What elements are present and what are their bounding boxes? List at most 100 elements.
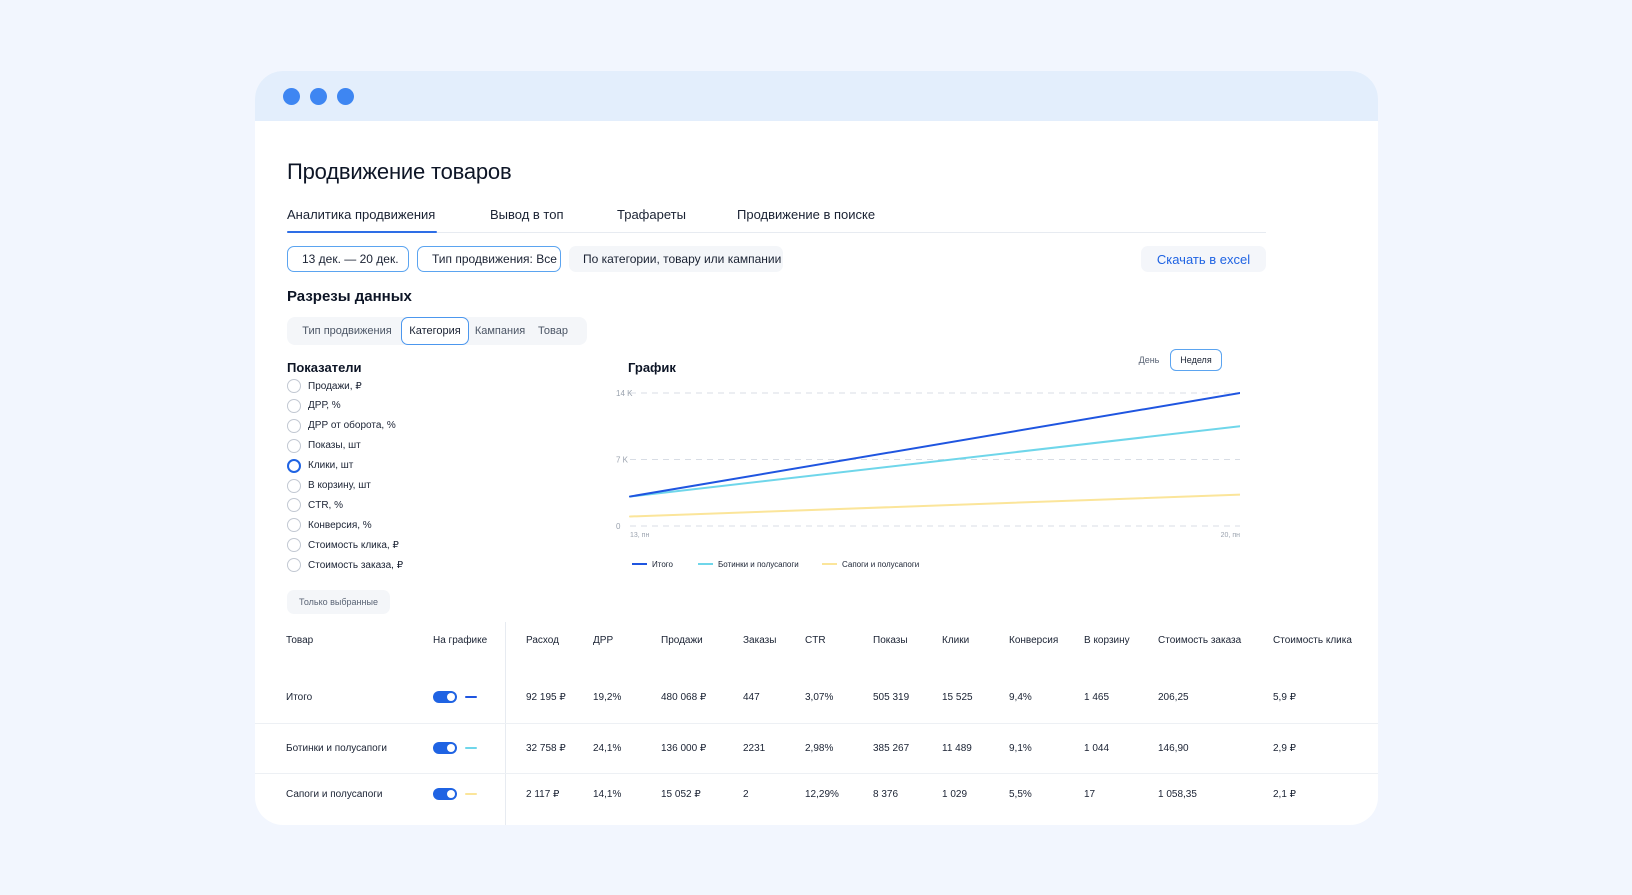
tab-promotion-analytics[interactable]: Аналитика продвижения [287,207,438,233]
date-range-button[interactable]: 13 дек. — 20 дек. [287,246,409,272]
cell-conversion: 9,4% [1009,691,1032,703]
page-title: Продвижение товаров [287,159,512,184]
row-name: Сапоги и полусапоги [286,788,383,800]
on-chart-toggle[interactable] [433,691,457,703]
metric-add-to-cart[interactable]: В корзину, шт [287,478,371,494]
slices-title: Разрезы данных [287,288,412,305]
column-header[interactable]: CTR [805,634,826,646]
table-row[interactable]: Итого 92 195 ₽ 19,2% 480 068 ₽ 447 3,07%… [255,674,1378,720]
cell-add-to-cart: 1 044 [1084,742,1110,754]
column-header[interactable]: Стоимость заказа [1158,634,1242,646]
download-excel-button[interactable]: Скачать в excel [1141,246,1266,272]
metrics-title: Показатели [287,360,362,375]
cell-ctr: 12,29% [805,788,839,800]
slice-category[interactable]: Категория [401,317,469,345]
cell-sales: 15 052 ₽ [661,788,701,800]
search-input[interactable]: По категории, товару или кампании [569,246,783,272]
tab-stencils[interactable]: Трафареты [617,207,686,222]
chart-range-toggle: День Неделя [1129,349,1222,371]
metric-order-cost[interactable]: Стоимость заказа, ₽ [287,557,403,573]
cell-order-cost: 206,25 [1158,691,1189,703]
legend-label: Итого [652,560,674,569]
cell-impressions: 385 267 [873,742,910,754]
stats-table: Товар На графике Расход ДРР Продажи Зака… [255,622,1378,825]
column-header[interactable]: Товар [286,634,314,646]
slice-promo-type[interactable]: Тип продвижения [302,325,392,337]
metric-ctr[interactable]: CTR, % [287,497,343,513]
tab-top-placement[interactable]: Вывод в топ [490,207,564,222]
metric-click-cost[interactable]: Стоимость клика, ₽ [287,537,399,553]
window-dot[interactable] [283,87,300,105]
radio-button[interactable] [287,478,301,493]
range-week[interactable]: Неделя [1170,349,1222,371]
cell-orders: 2231 [743,742,766,754]
metric-impressions[interactable]: Показы, шт [287,438,361,454]
metric-clicks[interactable]: Клики, шт [287,458,353,474]
cell-sales: 136 000 ₽ [661,742,707,754]
cell-orders: 447 [743,691,760,703]
column-header[interactable]: Конверсия [1009,634,1059,646]
table-row[interactable]: Сапоги и полусапоги 2 117 ₽ 14,1% 15 052… [255,771,1378,817]
cell-add-to-cart: 1 465 [1084,691,1110,703]
slice-campaign[interactable]: Кампания [474,325,526,337]
x-tick-label: 20, пн [1221,532,1240,539]
radio-button[interactable] [287,379,301,393]
cell-order-cost: 146,90 [1158,742,1189,754]
cell-order-cost: 1 058,35 [1158,788,1197,800]
tab-search-promotion[interactable]: Продвижение в поиске [737,207,876,222]
radio-button-checked[interactable] [287,458,301,473]
range-day[interactable]: День [1138,355,1160,365]
cell-sales: 480 068 ₽ [661,691,707,703]
cell-conversion: 5,5% [1009,788,1032,800]
only-selected-button[interactable]: Только выбранные [287,590,390,614]
radio-button[interactable] [287,418,301,433]
series-line [629,493,1240,518]
metric-drr-turnover[interactable]: ДРР от оборота, % [287,418,396,434]
legend-label: Ботинки и полусапоги [718,560,799,569]
x-tick-label: 13, пн [630,532,649,539]
series-swatch [465,793,477,795]
column-header[interactable]: Заказы [743,634,777,646]
cell-ctr: 3,07% [805,691,834,703]
series-swatch [465,747,477,749]
radio-button[interactable] [287,398,301,413]
radio-button[interactable] [287,538,301,553]
window-titlebar [255,71,1378,121]
slice-product[interactable]: Товар [538,325,568,337]
column-header[interactable]: Клики [942,634,970,646]
column-header[interactable]: На графике [433,634,488,646]
cell-clicks: 11 489 [942,742,972,754]
column-header[interactable]: В корзину [1084,634,1130,646]
column-header[interactable]: Стоимость клика [1273,634,1352,646]
app-window: Продвижение товаров Аналитика продвижени… [255,71,1378,825]
column-header[interactable]: ДРР [593,634,614,646]
radio-button[interactable] [287,498,301,513]
column-header[interactable]: Показы [873,634,908,646]
cell-orders: 2 [743,788,749,800]
on-chart-toggle[interactable] [433,742,457,754]
window-dot[interactable] [310,87,327,105]
cell-impressions: 8 376 [873,788,899,800]
cell-click-cost: 2,1 ₽ [1273,788,1297,800]
cell-impressions: 505 319 [873,691,910,703]
series-line [629,425,1240,498]
column-header[interactable]: Расход [526,634,559,646]
radio-button[interactable] [287,438,301,453]
slices-segmented-control: Тип продвижения Категория Кампания Товар [287,317,587,345]
table-row[interactable]: Ботинки и полусапоги 32 758 ₽ 24,1% 136 … [255,725,1378,771]
promo-type-filter[interactable]: Тип продвижения: Все [417,246,561,272]
metric-conversion[interactable]: Конверсия, % [287,517,372,533]
cell-spend: 92 195 ₽ [526,691,566,703]
tab-bar: Аналитика продвижения Вывод в топ Трафар… [287,207,1266,233]
column-header[interactable]: Продажи [661,634,703,646]
on-chart-toggle[interactable] [433,788,457,800]
cell-click-cost: 5,9 ₽ [1273,691,1297,703]
metric-drr[interactable]: ДРР, % [287,398,341,414]
metric-sales[interactable]: Продажи, ₽ [287,378,362,394]
table-header: Товар На графике Расход ДРР Продажи Зака… [255,622,1378,658]
row-divider [255,723,1378,724]
window-dot[interactable] [337,87,354,105]
cell-drr: 24,1% [593,742,622,754]
radio-button[interactable] [287,518,301,533]
radio-button[interactable] [287,558,301,573]
